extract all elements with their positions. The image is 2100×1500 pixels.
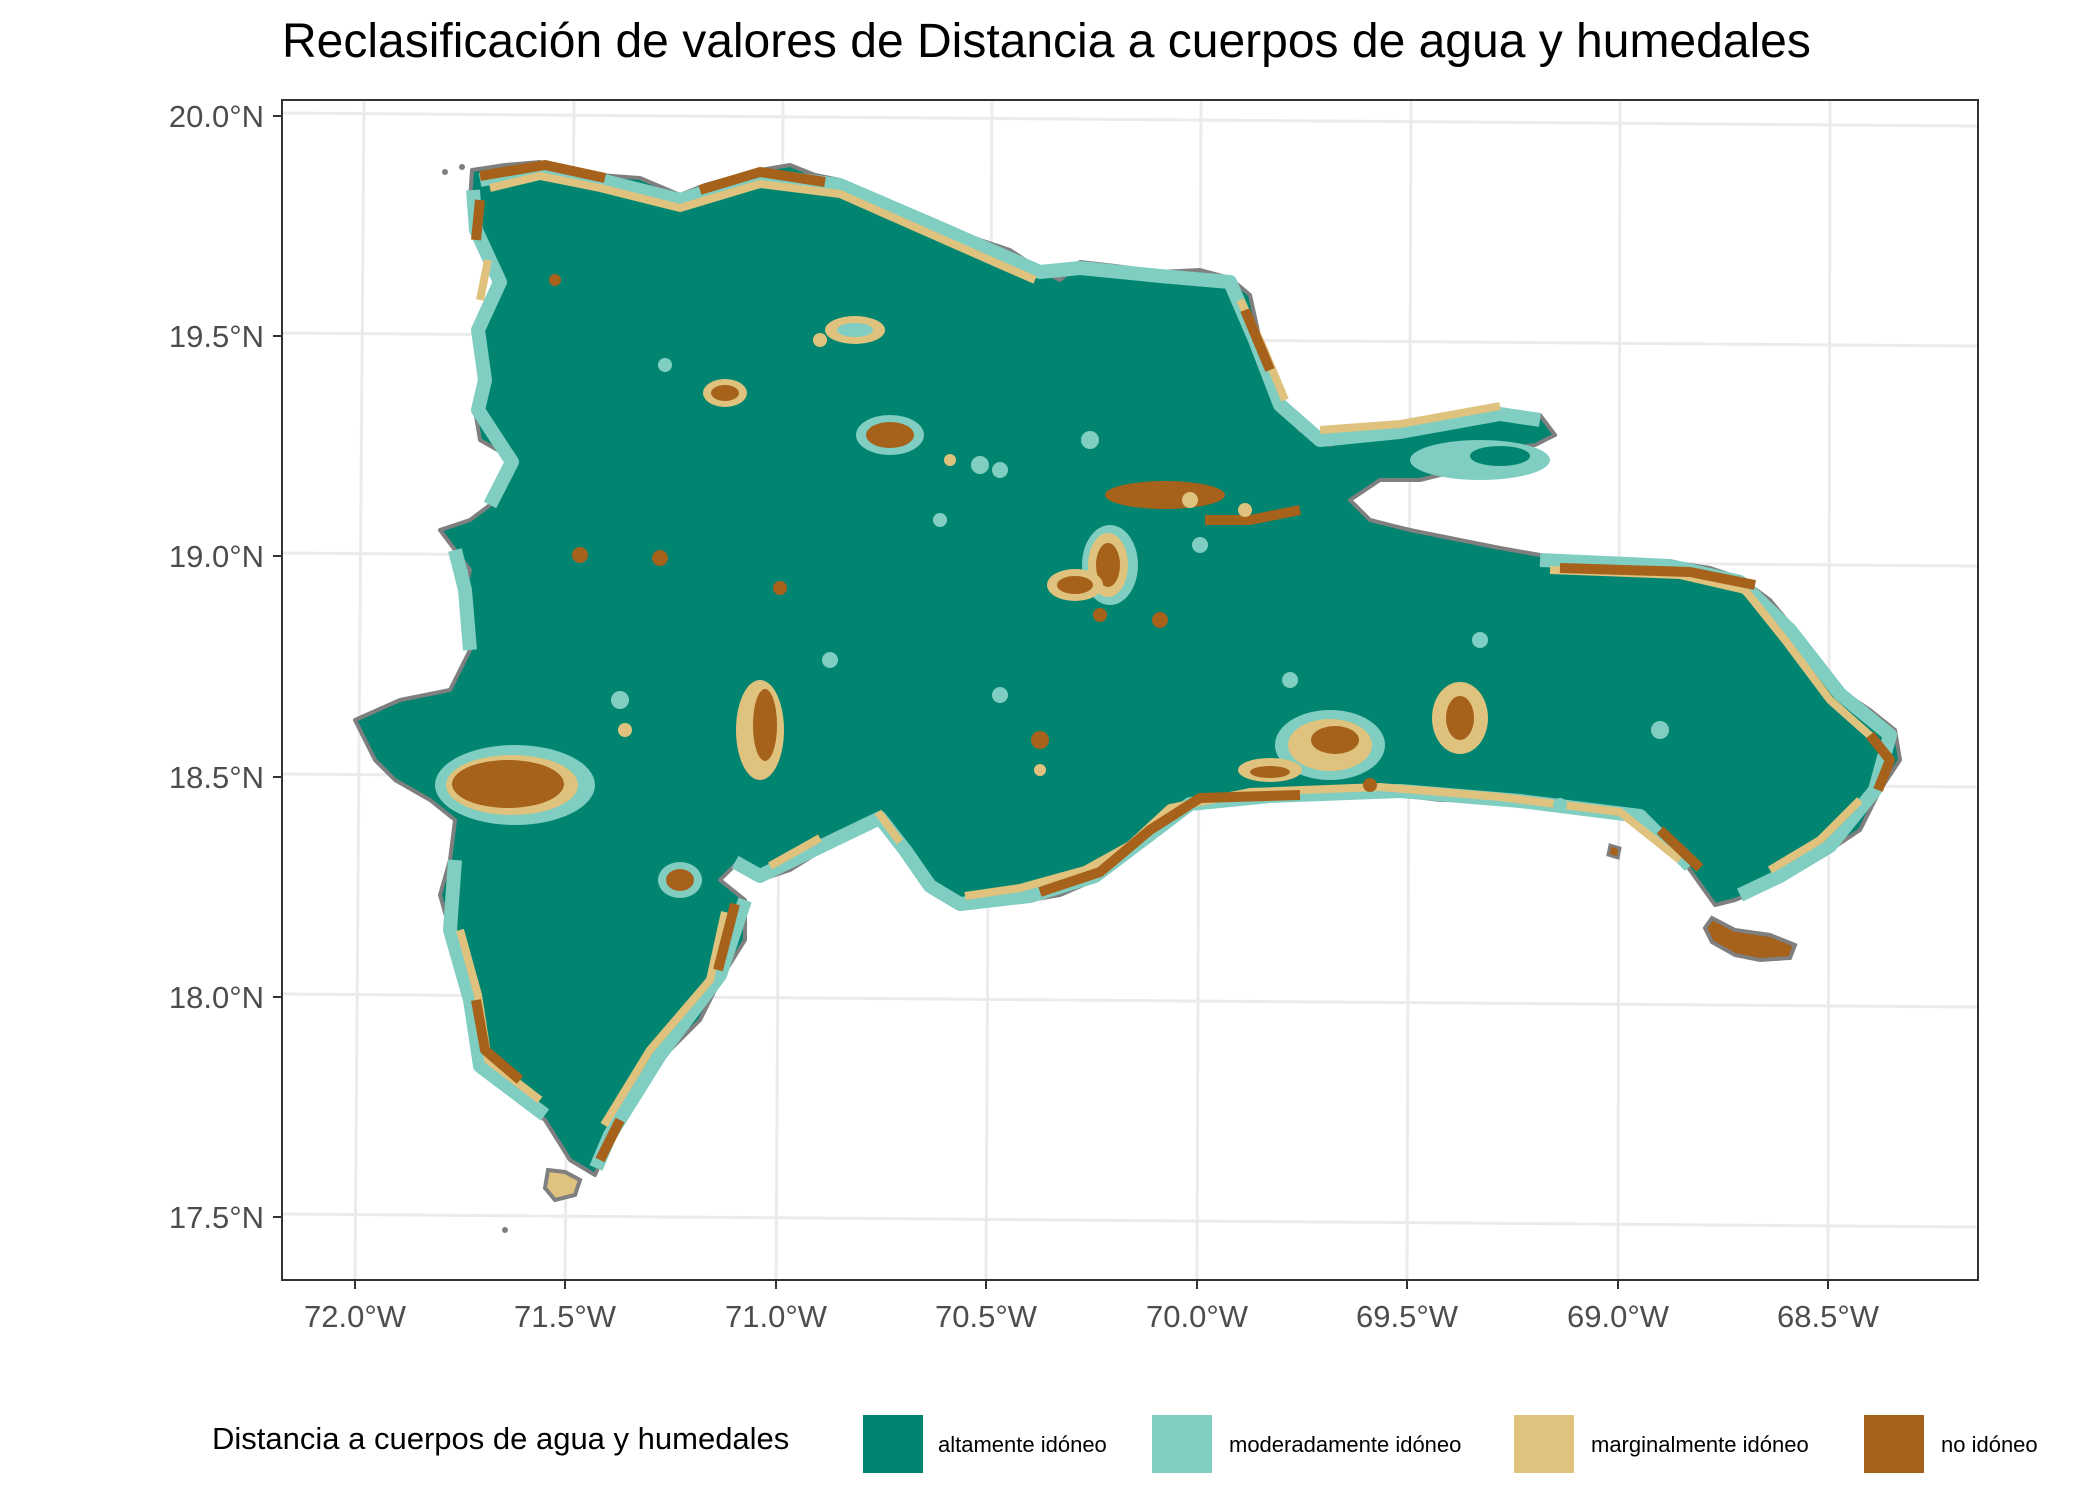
patch — [711, 385, 739, 401]
patch — [837, 323, 873, 337]
isla-beata — [542, 1167, 583, 1203]
x-tick-label: 70.0°W — [1146, 1299, 1249, 1334]
x-tick-label: 69.5°W — [1356, 1299, 1459, 1334]
patch — [1057, 576, 1093, 594]
patch — [1105, 481, 1225, 509]
y-tick-label: 19.5°N — [169, 319, 264, 354]
legend-swatch-altamente — [863, 1415, 923, 1473]
legend-swatch-no-idoneo — [1864, 1415, 1924, 1473]
lago-enriquillo — [452, 760, 564, 808]
islet — [502, 1227, 508, 1233]
islet — [459, 164, 465, 170]
y-tick-label: 17.5°N — [169, 1200, 264, 1235]
inland-water-patches — [435, 274, 1669, 898]
y-tick-marks — [273, 115, 282, 1218]
isla-saona — [1702, 915, 1798, 963]
islet — [442, 169, 448, 175]
legend-swatch-marginalmente — [1514, 1415, 1574, 1473]
x-tick-label: 71.5°W — [514, 1299, 617, 1334]
coastal-buffer — [443, 160, 1897, 1171]
patch — [753, 689, 777, 761]
legend-label-altamente: altamente idóneo — [938, 1432, 1107, 1457]
patch — [1446, 696, 1474, 740]
patch — [1096, 543, 1120, 587]
x-tick-label: 70.5°W — [935, 1299, 1038, 1334]
patch — [866, 422, 914, 448]
x-tick-label: 69.0°W — [1567, 1299, 1670, 1334]
map-title: Reclasificación de valores de Distancia … — [282, 15, 1811, 68]
panel-border — [281, 99, 1979, 1281]
legend-label-marginalmente: marginalmente idóneo — [1591, 1432, 1809, 1457]
x-tick-label: 68.5°W — [1777, 1299, 1880, 1334]
isla-catalinita — [1606, 843, 1622, 860]
patch — [1250, 766, 1290, 778]
legend-label-moderadamente: moderadamente idóneo — [1229, 1432, 1461, 1457]
y-tick-label: 18.5°N — [169, 760, 264, 795]
legend-title: Distancia a cuerpos de agua y humedales — [212, 1421, 789, 1456]
x-tick-marks — [354, 1280, 1829, 1289]
y-tick-label: 19.0°N — [169, 539, 264, 574]
y-tick-label: 18.0°N — [169, 980, 264, 1015]
legend-swatch-moderadamente — [1152, 1415, 1212, 1473]
patch — [1311, 726, 1359, 754]
legend-label-no-idoneo: no idóneo — [1941, 1432, 2038, 1457]
patch — [666, 869, 694, 891]
x-tick-label: 72.0°W — [304, 1299, 407, 1334]
patch — [1470, 446, 1530, 466]
y-tick-label: 20.0°N — [169, 99, 264, 134]
x-tick-label: 71.0°W — [725, 1299, 828, 1334]
legend: Distancia a cuerpos de agua y humedales … — [212, 1415, 2038, 1473]
